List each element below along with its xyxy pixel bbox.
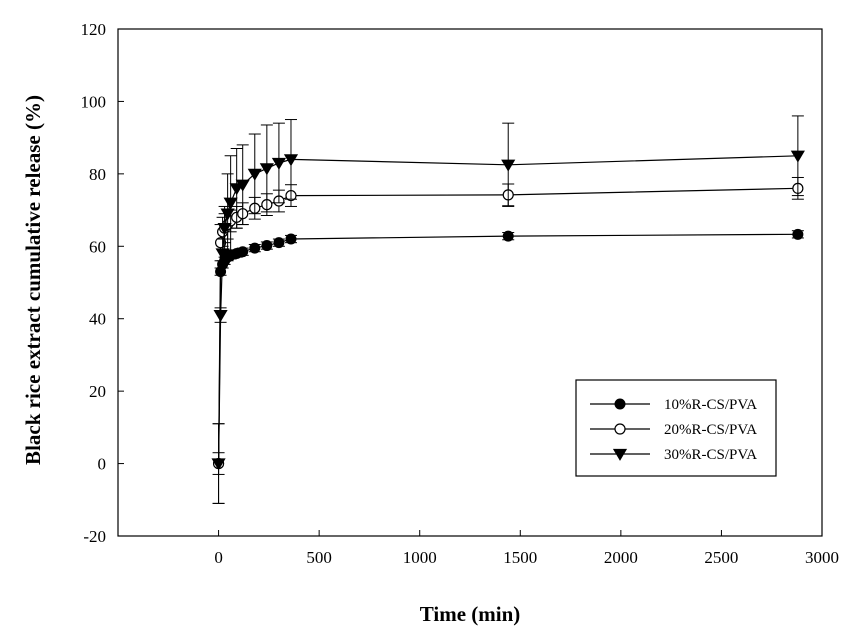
data-point xyxy=(271,157,286,170)
data-point xyxy=(502,230,514,242)
legend-marker xyxy=(614,398,626,410)
legend-marker xyxy=(612,448,628,461)
data-point xyxy=(283,154,299,167)
data-point xyxy=(211,458,226,471)
data-point xyxy=(217,223,232,236)
x-tick-label: 1000 xyxy=(403,548,437,567)
x-tick-label: 1500 xyxy=(503,548,537,567)
series-30%R-CS/PVA xyxy=(211,115,805,504)
data-point xyxy=(273,237,285,249)
y-tick-label: 120 xyxy=(81,20,107,39)
legend-label: 20%R-CS/PVA xyxy=(664,422,757,438)
x-axis-label: Time (min) xyxy=(420,602,521,626)
legend: 10%R-CS/PVA 20%R-CS/PVA 30%R-CS/PVA xyxy=(575,379,777,477)
y-tick-label: 20 xyxy=(89,382,106,401)
plot-frame xyxy=(117,28,823,537)
y-axis-label: Black rice extract cumulative release (%… xyxy=(21,95,45,465)
data-point xyxy=(249,242,261,254)
y-axis-label-group: Black rice extract cumulative release (%… xyxy=(21,95,45,465)
data-point xyxy=(213,309,228,322)
data-point xyxy=(259,163,274,176)
data-point xyxy=(790,150,805,163)
y-tick-label: 60 xyxy=(89,237,106,256)
legend-label: 30%R-CS/PVA xyxy=(664,447,757,463)
x-tick-label: 3000 xyxy=(805,548,839,567)
data-point xyxy=(235,179,250,192)
data-point xyxy=(792,228,804,240)
data-point xyxy=(285,233,297,245)
y-tick-label: 40 xyxy=(89,310,106,329)
x-tick-label: 0 xyxy=(214,548,223,567)
y-tick-label: -20 xyxy=(83,527,106,546)
y-tick-label: 80 xyxy=(89,165,106,184)
data-point xyxy=(261,240,273,252)
data-point xyxy=(247,168,262,181)
data-point xyxy=(237,246,249,258)
plot-area: -20 0 20 40 60 80 100 120 0 500 1000 1500 2000 2500 30… xyxy=(81,20,840,567)
x-tick-label: 500 xyxy=(306,548,332,567)
legend-label: 10%R-CS/PVA xyxy=(664,397,757,413)
x-tick-label: 2500 xyxy=(704,548,738,567)
data-point xyxy=(220,208,235,221)
legend-box xyxy=(575,379,777,477)
y-tick-label: 0 xyxy=(98,455,107,474)
y-tick-label: 100 xyxy=(81,92,107,111)
data-point xyxy=(215,248,230,261)
x-tick-label: 2000 xyxy=(604,548,638,567)
data-point xyxy=(501,159,516,172)
legend-marker xyxy=(614,423,626,435)
data-point xyxy=(223,197,238,210)
